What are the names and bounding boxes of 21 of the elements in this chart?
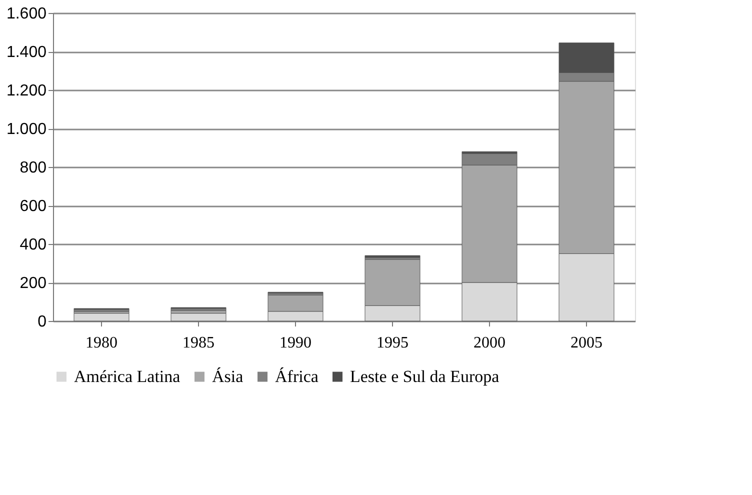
x-tick-label: 1990 [280,334,312,352]
y-tick-label: 1.000 [6,121,47,138]
y-tick-label: 1.600 [6,6,47,22]
y-tick-label: 1.200 [6,82,47,100]
bar [170,313,226,322]
y-tick-label: 600 [20,198,47,215]
y-tick-label: 200 [20,275,47,292]
x-tick-label: 2000 [474,334,506,352]
x-tick-label: 1995 [376,334,408,352]
y-tick-label: 400 [20,236,47,254]
y-tick-label: 1.400 [6,44,47,61]
bar [74,313,130,322]
x-tick-label: 1985 [182,334,214,352]
legend-label: Ásia [212,366,244,386]
legend-label: América Latina [74,366,181,386]
y-tick-label: 0 [38,314,47,330]
x-tick-label: 1980 [86,334,118,352]
x-tick-label: 2005 [570,334,602,352]
legend-label: Leste e Sul da Europa [350,366,500,386]
y-tick-label: 800 [20,160,47,176]
legend-label: África [275,366,319,386]
